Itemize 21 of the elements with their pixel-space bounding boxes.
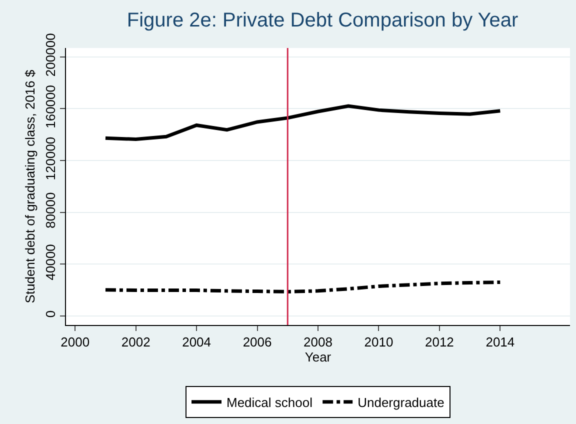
y-tick-label: 40000 bbox=[42, 244, 58, 280]
x-tick-label: 2004 bbox=[182, 334, 212, 350]
x-tick-label: 2010 bbox=[364, 334, 394, 350]
y-tick-label: 0 bbox=[42, 310, 58, 318]
x-tick-label: 2006 bbox=[242, 334, 272, 350]
y-tick-label: 160000 bbox=[42, 84, 58, 128]
line-series bbox=[104, 104, 502, 141]
x-axis-title: Year bbox=[304, 350, 332, 365]
legend-label: Undergraduate bbox=[358, 394, 444, 410]
chart-title: Figure 2e: Private Debt Comparison by Year bbox=[126, 10, 519, 32]
line-series bbox=[104, 280, 502, 294]
x-tick-label: 2002 bbox=[121, 334, 150, 350]
legend-label: Medical school bbox=[226, 394, 313, 410]
x-tick-label: 2008 bbox=[304, 334, 332, 350]
y-axis-title: Student debt of graduating class, 2016 $ bbox=[22, 69, 38, 304]
x-tick-label: 2012 bbox=[424, 334, 454, 350]
y-tick-label: 200000 bbox=[42, 33, 58, 77]
y-tick-label: 120000 bbox=[42, 136, 58, 180]
x-tick-label: 2000 bbox=[60, 334, 90, 350]
x-tick-label: 2014 bbox=[486, 334, 515, 350]
y-tick-label: 80000 bbox=[42, 192, 58, 228]
